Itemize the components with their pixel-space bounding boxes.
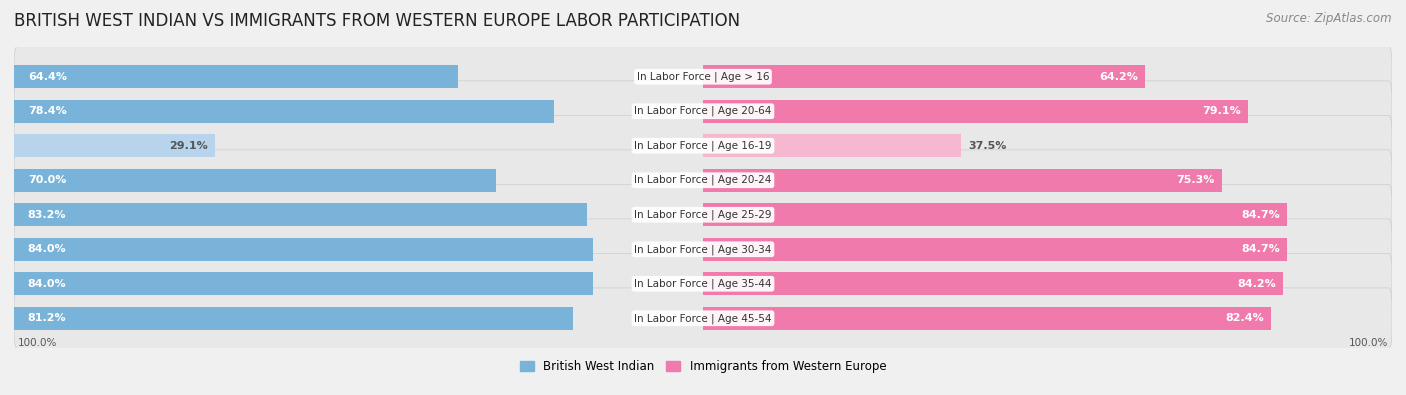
Text: 64.4%: 64.4% [28, 72, 67, 82]
Bar [703, 169, 1222, 192]
Text: 75.3%: 75.3% [1177, 175, 1215, 185]
Bar [14, 65, 458, 88]
Bar [14, 272, 593, 295]
Text: 79.1%: 79.1% [1202, 106, 1241, 116]
Bar [14, 237, 593, 261]
Text: 84.0%: 84.0% [28, 244, 66, 254]
Text: 81.2%: 81.2% [28, 313, 66, 323]
Bar [703, 237, 1286, 261]
FancyBboxPatch shape [14, 115, 1392, 176]
Bar [703, 203, 1286, 226]
Text: 84.2%: 84.2% [1237, 279, 1277, 289]
Text: 78.4%: 78.4% [28, 106, 66, 116]
FancyBboxPatch shape [14, 219, 1392, 280]
Bar [703, 65, 1146, 88]
Text: 64.2%: 64.2% [1099, 72, 1139, 82]
FancyBboxPatch shape [14, 150, 1392, 211]
Bar [14, 169, 496, 192]
Text: In Labor Force | Age 16-19: In Labor Force | Age 16-19 [634, 141, 772, 151]
Text: In Labor Force | Age 45-54: In Labor Force | Age 45-54 [634, 313, 772, 324]
FancyBboxPatch shape [14, 184, 1392, 245]
Text: 100.0%: 100.0% [1350, 338, 1389, 348]
Text: 82.4%: 82.4% [1225, 313, 1264, 323]
Text: 37.5%: 37.5% [969, 141, 1007, 151]
Text: In Labor Force | Age > 16: In Labor Force | Age > 16 [637, 71, 769, 82]
Text: 83.2%: 83.2% [28, 210, 66, 220]
Bar [703, 100, 1249, 123]
FancyBboxPatch shape [14, 46, 1392, 107]
Text: 70.0%: 70.0% [28, 175, 66, 185]
Text: In Labor Force | Age 20-24: In Labor Force | Age 20-24 [634, 175, 772, 186]
Text: In Labor Force | Age 25-29: In Labor Force | Age 25-29 [634, 209, 772, 220]
Text: In Labor Force | Age 30-34: In Labor Force | Age 30-34 [634, 244, 772, 254]
Bar [14, 100, 554, 123]
Text: BRITISH WEST INDIAN VS IMMIGRANTS FROM WESTERN EUROPE LABOR PARTICIPATION: BRITISH WEST INDIAN VS IMMIGRANTS FROM W… [14, 12, 740, 30]
Bar [703, 272, 1284, 295]
FancyBboxPatch shape [14, 81, 1392, 141]
Text: 100.0%: 100.0% [17, 338, 56, 348]
Text: 29.1%: 29.1% [169, 141, 208, 151]
FancyBboxPatch shape [14, 254, 1392, 314]
Text: 84.0%: 84.0% [28, 279, 66, 289]
Bar [14, 307, 574, 330]
Bar [703, 134, 962, 158]
Bar [14, 134, 215, 158]
Text: Source: ZipAtlas.com: Source: ZipAtlas.com [1267, 12, 1392, 25]
Bar [14, 203, 588, 226]
FancyBboxPatch shape [14, 288, 1392, 349]
Text: In Labor Force | Age 35-44: In Labor Force | Age 35-44 [634, 278, 772, 289]
Bar [703, 307, 1271, 330]
Text: 84.7%: 84.7% [1241, 210, 1279, 220]
Text: In Labor Force | Age 20-64: In Labor Force | Age 20-64 [634, 106, 772, 117]
Legend: British West Indian, Immigrants from Western Europe: British West Indian, Immigrants from Wes… [515, 355, 891, 378]
Text: 84.7%: 84.7% [1241, 244, 1279, 254]
